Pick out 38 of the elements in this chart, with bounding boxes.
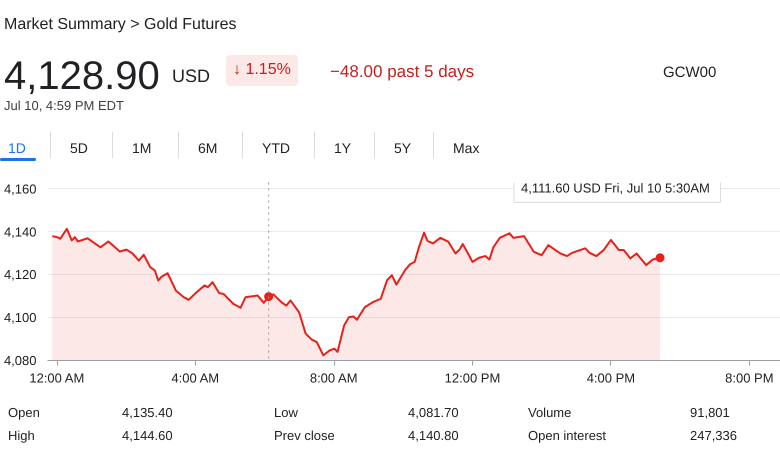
text: 1M <box>132 139 152 158</box>
x-tick-label: 4:00 PM <box>586 370 636 386</box>
text: 5D <box>70 139 88 158</box>
y-tick-label: 4,080 <box>4 353 37 368</box>
text: GCW00 <box>663 63 716 83</box>
x-tick-label: 4:00 AM <box>171 370 220 386</box>
text: 6M <box>198 139 218 158</box>
text: 4,140.80 <box>408 427 459 445</box>
text: Open <box>8 404 40 422</box>
text: High <box>8 427 35 445</box>
text: Max <box>453 139 480 158</box>
text: 1D <box>8 139 26 158</box>
text: USD <box>172 65 210 88</box>
text: 4,135.40 <box>122 404 173 422</box>
x-tick-label: 12:00 PM <box>444 370 500 386</box>
text: Volume <box>528 404 572 422</box>
x-tick-label: 8:00 AM <box>310 370 358 386</box>
text: ↓ 1.15% <box>226 55 298 86</box>
text: 4,144.60 <box>122 427 173 445</box>
text: 4,081.70 <box>408 404 459 422</box>
y-tick-label: 4,100 <box>4 310 37 326</box>
y-tick-label: 4,120 <box>4 267 37 282</box>
text: Low <box>274 404 298 422</box>
x-tick-label: 12:00 AM <box>29 370 84 386</box>
text: Prev close <box>274 427 335 445</box>
text: 5Y <box>394 139 412 158</box>
y-tick-label: 4,160 <box>4 181 37 196</box>
text: Jul 10, 4:59 PM EDT <box>4 97 124 115</box>
text: 247,336 <box>690 427 737 445</box>
x-tick-label: 8:00 PM <box>725 370 774 386</box>
text: Open interest <box>528 427 606 445</box>
text: −48.00 past 5 days <box>330 61 474 83</box>
chart-title: Market Summary > Gold Futures <box>4 15 237 35</box>
y-tick-label: 4,140 <box>4 224 37 240</box>
text: YTD <box>262 139 290 158</box>
annotation: 4,111.60 USD Fri, Jul 10 5:30AM <box>521 180 710 196</box>
text: 91,801 <box>690 404 730 422</box>
text: 1Y <box>334 139 352 158</box>
